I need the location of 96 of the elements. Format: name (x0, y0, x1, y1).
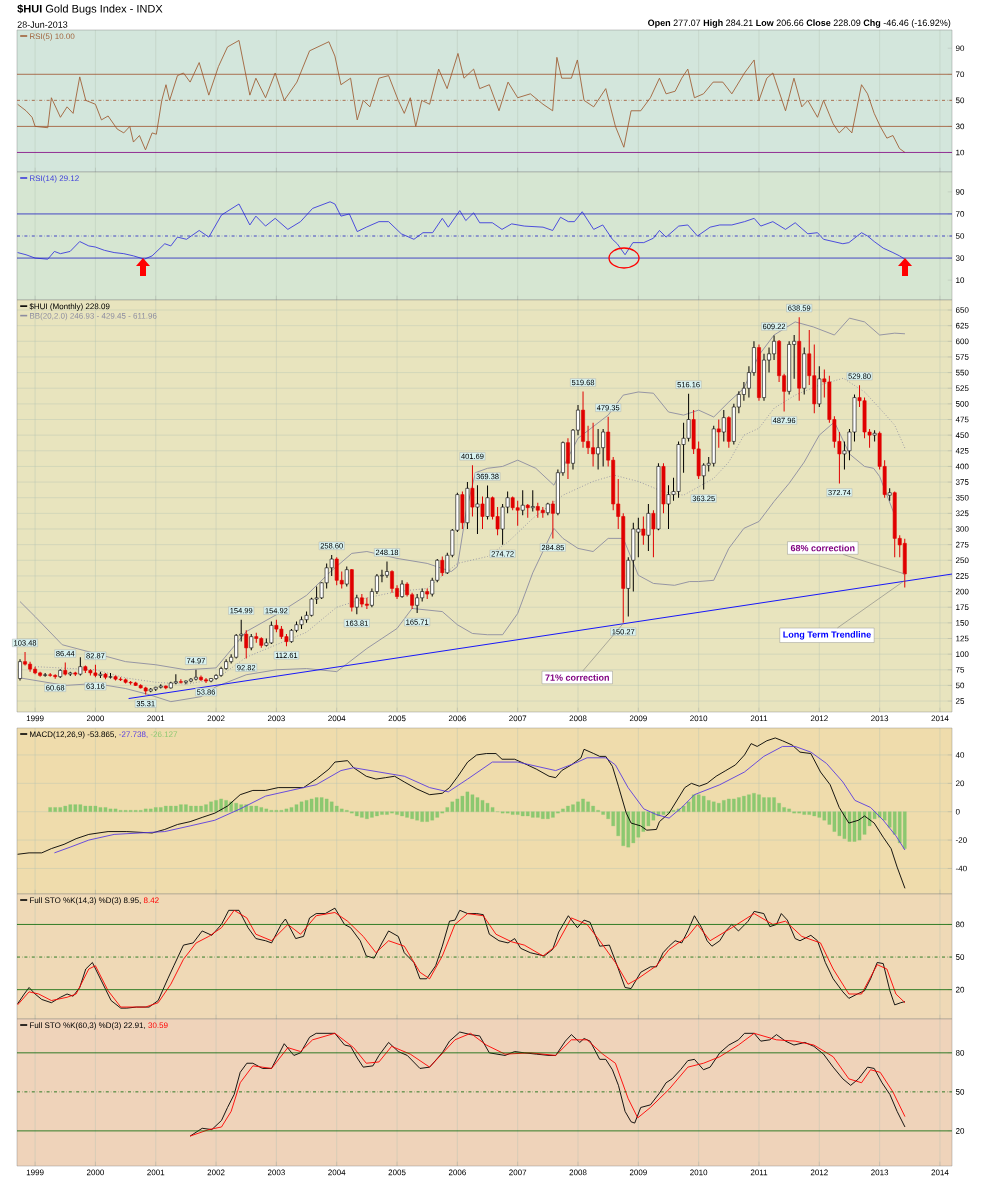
y-tick-label: 50 (955, 233, 965, 239)
y-tick-label: 450 (955, 432, 969, 438)
x-tick-label: 2006 (448, 1169, 466, 1176)
legend-label: RSI(5) 10.00 (30, 33, 75, 41)
y-tick-label: 250 (955, 557, 969, 564)
y-tick-label: 0 (955, 808, 960, 815)
chart-subtitle: 28-Jun-2013 (17, 21, 68, 28)
y-tick-label: 575 (955, 354, 969, 360)
y-tick-label: 375 (955, 479, 969, 485)
y-tick-label: 325 (955, 510, 969, 517)
y-tick-label: 30 (955, 123, 965, 130)
y-tick-label: 50 (955, 682, 965, 689)
legend-label: Full STO %K(14,3) %D(3) 8.95, (30, 897, 141, 905)
x-tick-label: 2000 (86, 1169, 105, 1176)
y-tick-label: 90 (955, 45, 965, 52)
x-tick-label: 2013 (871, 1169, 889, 1176)
y-tick-label: 50 (955, 954, 965, 960)
y-tick-label: 90 (955, 189, 965, 195)
y-tick-label: 80 (955, 1050, 965, 1056)
x-tick-label: 2012 (810, 715, 828, 722)
x-tick-label: 2009 (629, 715, 647, 722)
y-tick-label: 275 (955, 541, 969, 548)
x-tick-label: 2003 (267, 1169, 285, 1176)
y-tick-label: 30 (955, 255, 965, 261)
y-tick-label: -20 (955, 837, 967, 843)
x-tick-label: 2013 (871, 715, 889, 722)
y-tick-label: 10 (956, 277, 965, 283)
y-tick-label: 20 (955, 1128, 965, 1134)
y-tick-label: 80 (955, 921, 965, 928)
x-tick-label: 2004 (328, 715, 346, 722)
legend-label: MACD(12,26,9) -53.865, (30, 731, 116, 739)
y-tick-label: 525 (955, 385, 969, 392)
x-tick-label: 2008 (569, 715, 587, 722)
x-tick-label: 2010 (690, 715, 708, 722)
x-tick-label: 2010 (690, 1169, 708, 1176)
x-tick-label: 2005 (388, 715, 406, 722)
y-tick-label: 40 (955, 752, 965, 758)
x-tick-label: 2007 (509, 715, 527, 722)
x-tick-label: 2005 (388, 1169, 406, 1176)
x-tick-label: 2002 (207, 715, 225, 722)
y-tick-label: 20 (955, 780, 965, 787)
y-tick-label: 625 (955, 322, 969, 329)
y-tick-label: 425 (955, 447, 969, 454)
y-tick-label: 350 (955, 494, 969, 501)
x-tick-label: 1999 (26, 1169, 44, 1176)
y-tick-label: 100 (956, 651, 969, 657)
y-tick-label: 50 (955, 1089, 965, 1095)
y-tick-label: 550 (955, 369, 969, 376)
x-tick-label: 2007 (509, 1169, 527, 1176)
y-tick-label: 300 (955, 526, 969, 532)
x-tick-label: 2012 (810, 1169, 828, 1176)
y-tick-label: 75 (955, 666, 965, 673)
text: -27.738, (119, 731, 148, 739)
annotation: Long Term Trendline (783, 631, 871, 640)
y-tick-label: 125 (956, 635, 969, 642)
y-tick-label: 600 (955, 338, 969, 345)
x-tick-label: 2011 (750, 715, 768, 722)
x-tick-label: 2008 (569, 1169, 587, 1176)
x-tick-label: 2004 (328, 1169, 346, 1176)
x-tick-label: 2002 (207, 1169, 225, 1176)
x-tick-label: 2000 (86, 715, 105, 722)
text: 8.42 (143, 897, 159, 904)
legend-label: Full STO %K(60,3) %D(3) 22.91, (30, 1022, 146, 1030)
x-tick-label: 2001 (147, 715, 165, 722)
text: Open 277.07 High 284.21 Low 206.66 Close 228.09 Chg -46.46 (-16.92%) (648, 19, 951, 28)
legend-label: BB(20,2.0) 246.93 - 429.45 - 611.96 (30, 312, 157, 321)
y-tick-label: 20 (955, 986, 965, 993)
y-tick-label: 175 (956, 604, 969, 610)
y-tick-label: 70 (955, 211, 965, 217)
y-tick-label: 70 (955, 71, 965, 78)
x-tick-label: 2006 (448, 715, 466, 722)
y-tick-label: 200 (955, 588, 969, 595)
y-tick-label: 25 (955, 698, 965, 704)
y-tick-label: -40 (955, 865, 967, 872)
x-tick-label: 2014 (931, 715, 949, 722)
y-tick-label: 50 (955, 97, 965, 104)
y-tick-label: 225 (955, 573, 969, 579)
y-tick-label: 150 (956, 620, 969, 626)
annotation: 68% correction (790, 544, 855, 552)
text: -26.127 (150, 731, 178, 738)
x-tick-label: 2003 (267, 715, 285, 722)
y-tick-label: 475 (955, 416, 969, 423)
y-tick-label: 500 (955, 401, 969, 407)
x-tick-label: 2009 (629, 1169, 647, 1176)
y-tick-label: 10 (956, 149, 965, 156)
x-tick-label: 2011 (750, 1169, 768, 1176)
annotation: 71% correction (545, 674, 609, 681)
text: 30.59 (148, 1022, 168, 1029)
x-tick-label: 1999 (26, 715, 44, 722)
x-tick-label: 2001 (147, 1169, 165, 1176)
legend-label: $HUI (Monthly) 228.09 (29, 303, 110, 311)
legend-label: RSI(14) 29.12 (30, 175, 79, 183)
x-tick-label: 2014 (931, 1169, 949, 1176)
y-tick-label: 400 (955, 463, 969, 470)
y-tick-label: 650 (955, 307, 969, 313)
chart-title: $HUI Gold Bugs Index - INDX (17, 4, 163, 15)
